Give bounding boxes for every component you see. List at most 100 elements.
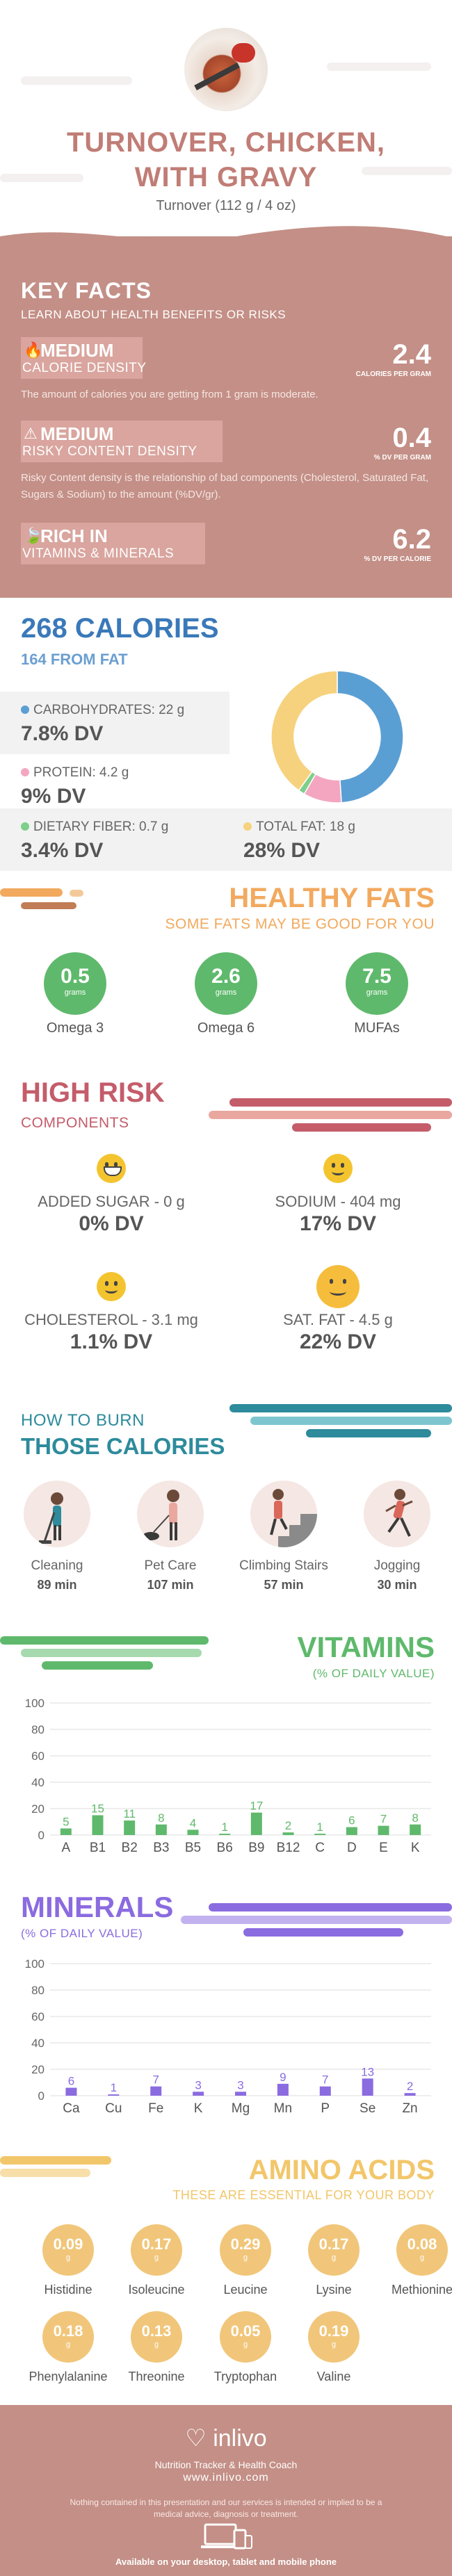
mineral-y-tick: 60 bbox=[31, 2010, 45, 2023]
leucine-value: 0.29 bbox=[230, 2235, 261, 2253]
mineral-x-tick: Ca bbox=[63, 2101, 80, 2116]
mineral-bar-value: 9 bbox=[280, 2071, 286, 2084]
vitamin-bar bbox=[282, 1832, 294, 1835]
decor-bar bbox=[0, 888, 63, 897]
mineral-x-tick: K bbox=[194, 2101, 203, 2116]
carbs-dot bbox=[21, 706, 29, 714]
climbing-stairs-label: Climbing Stairs bbox=[239, 1558, 328, 1573]
vitamin-bar-value: 11 bbox=[123, 1807, 136, 1820]
footer-tagline: Nutrition Tracker & Health Coach bbox=[154, 2459, 298, 2470]
vitamin-y-tick: 20 bbox=[31, 1802, 45, 1816]
lysine-value: 0.17 bbox=[318, 2235, 349, 2253]
carbs-label: CARBOHYDRATES: 22 g bbox=[33, 703, 185, 717]
amino-acids-title: AMINO ACIDS bbox=[248, 2155, 435, 2185]
mineral-bar-value: 2 bbox=[407, 2080, 413, 2093]
devices-icon bbox=[201, 2523, 252, 2550]
vitamin-y-tick: 40 bbox=[31, 1776, 45, 1789]
vitamin-bar-value: 17 bbox=[250, 1800, 263, 1813]
burn-section: HOW TO BURN THOSE CALORIES Cleaning 89 m… bbox=[0, 1397, 452, 1627]
decor-bar bbox=[70, 890, 83, 897]
decor-bar bbox=[306, 1429, 431, 1437]
amino-acids-subtitle: THESE ARE ESSENTIAL FOR YOUR BODY bbox=[172, 2188, 435, 2202]
decor-stripe bbox=[362, 167, 452, 175]
sat-fat-label: SAT. FAT - 4.5 g bbox=[283, 1311, 393, 1328]
vitamin-x-tick: K bbox=[411, 1841, 420, 1855]
calories-section: 268 CALORIES 164 FROM FAT CARBOHYDRATES:… bbox=[0, 598, 452, 876]
mineral-x-tick: Mg bbox=[232, 2101, 250, 2116]
protein-label: PROTEIN: 4.2 g bbox=[33, 765, 129, 780]
warning-icon: ⚠ bbox=[24, 425, 38, 442]
lysine-circle: 0.17 g bbox=[308, 2224, 360, 2276]
calorie-density-unit: CALORIES PER GRAM bbox=[355, 370, 431, 378]
leucine-unit: g bbox=[243, 2253, 248, 2262]
vitamin-bar-value: 4 bbox=[190, 1816, 196, 1829]
smiley-icon bbox=[97, 1272, 126, 1301]
mineral-y-tick: 100 bbox=[25, 1957, 45, 1971]
mineral-y-tick: 80 bbox=[31, 1984, 45, 1997]
sodium-dv: 17% DV bbox=[299, 1212, 377, 1235]
title-line-2: WITH GRAVY bbox=[134, 162, 318, 193]
calorie-density-description: The amount of calories you are getting f… bbox=[21, 389, 318, 400]
decor-bar bbox=[229, 1404, 452, 1412]
omega3-label: Omega 3 bbox=[46, 1020, 104, 1036]
decor-bar bbox=[209, 1111, 452, 1119]
vitamins-title: VITAMINS bbox=[297, 1631, 435, 1663]
title-line-1: TURNOVER, CHICKEN, bbox=[66, 127, 386, 158]
vitamin-x-tick: A bbox=[61, 1841, 70, 1855]
mineral-bar bbox=[65, 2087, 77, 2096]
tryptophan-value: 0.05 bbox=[230, 2322, 261, 2340]
vitamin-bar bbox=[124, 1820, 136, 1835]
carbs-dv: 7.8% DV bbox=[21, 722, 104, 745]
decor-bar bbox=[42, 1661, 153, 1670]
threonine-unit: g bbox=[154, 2340, 159, 2349]
vitamin-bar bbox=[219, 1834, 231, 1835]
jogging-minutes: 30 min bbox=[377, 1578, 417, 1592]
mineral-x-tick: Cu bbox=[105, 2101, 122, 2116]
mineral-bar bbox=[235, 2092, 246, 2096]
protein-dv: 9% DV bbox=[21, 785, 86, 808]
risky-content-value: 0.4 bbox=[392, 423, 431, 453]
mineral-x-tick: Fe bbox=[148, 2101, 163, 2116]
histidine-value: 0.09 bbox=[53, 2235, 83, 2253]
mineral-y-tick: 20 bbox=[31, 2063, 45, 2076]
omega3-value: 0.5 bbox=[60, 965, 90, 988]
vitamin-y-tick: 80 bbox=[31, 1723, 45, 1736]
protein-dot bbox=[21, 768, 29, 776]
vitamin-bar bbox=[187, 1829, 199, 1835]
vitamin-x-tick: B2 bbox=[122, 1841, 138, 1855]
fat-dot bbox=[243, 822, 252, 831]
vitamins-minerals-level: RICH IN bbox=[40, 525, 108, 546]
tryptophan-label: Tryptophan bbox=[213, 2370, 277, 2383]
vitamin-x-tick: D bbox=[347, 1841, 357, 1855]
mufas-unit: grams bbox=[366, 988, 388, 997]
vitamin-bar-value: 1 bbox=[221, 1820, 227, 1834]
phenylalanine-label: Phenylalanine bbox=[29, 2370, 108, 2383]
methionine-circle: 0.08 g bbox=[396, 2224, 448, 2276]
decor-stripe bbox=[0, 174, 83, 182]
methionine-unit: g bbox=[419, 2253, 425, 2262]
wave-bottom bbox=[0, 580, 452, 600]
vitamins-minerals-unit: % DV PER CALORIE bbox=[364, 555, 431, 563]
leucine-label: Leucine bbox=[223, 2283, 268, 2297]
wave-top bbox=[0, 226, 452, 250]
histidine-label: Histidine bbox=[44, 2283, 92, 2297]
risky-content-label: RISKY CONTENT DENSITY bbox=[22, 444, 197, 459]
climbing-stairs-minutes: 57 min bbox=[264, 1578, 304, 1592]
omega6-label: Omega 6 bbox=[197, 1020, 255, 1036]
decor-bar bbox=[21, 1649, 202, 1657]
fiber-dv: 3.4% DV bbox=[21, 839, 104, 862]
phenylalanine-unit: g bbox=[65, 2340, 71, 2349]
fiber-label: DIETARY FIBER: 0.7 g bbox=[33, 820, 169, 834]
key-facts-subtitle: LEARN ABOUT HEALTH BENEFITS OR RISKS bbox=[21, 308, 286, 321]
smiley-icon bbox=[323, 1154, 353, 1183]
calorie-density-level: MEDIUM bbox=[40, 340, 114, 361]
mineral-x-tick: Zn bbox=[402, 2101, 417, 2116]
omega6-value: 2.6 bbox=[211, 965, 241, 988]
pet-care-icon bbox=[137, 1481, 204, 1547]
mineral-bar bbox=[108, 2094, 120, 2096]
mineral-y-tick: 0 bbox=[38, 2089, 45, 2103]
vitamin-bar bbox=[92, 1815, 104, 1835]
risky-content-unit: % DV PER GRAM bbox=[373, 454, 431, 462]
footer-url[interactable]: www.inlivo.com bbox=[183, 2472, 269, 2484]
fiber-dot bbox=[21, 822, 29, 831]
